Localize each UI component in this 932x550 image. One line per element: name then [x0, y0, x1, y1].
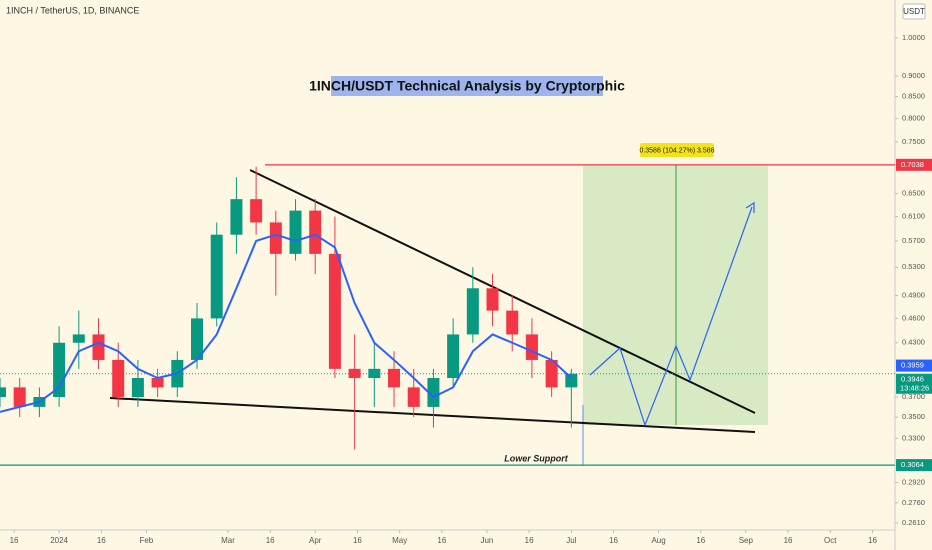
x-tick-label: 16 — [353, 536, 362, 545]
x-tick-label: Mar — [221, 536, 235, 545]
candle-body — [407, 387, 420, 407]
chart-title: 1INCH/USDT Technical Analysis by Cryptor… — [309, 78, 625, 94]
price-label-box — [896, 459, 932, 472]
candle-body — [131, 377, 144, 398]
y-tick-label: 0.2920 — [902, 477, 925, 486]
y-tick-label: 0.3500 — [902, 412, 925, 421]
y-tick-label: 0.7500 — [902, 137, 925, 146]
candle-body — [13, 387, 26, 407]
target-label: 0.3586 (104.27%) 3.586 — [639, 147, 714, 154]
x-tick-label: Feb — [139, 536, 153, 545]
x-tick-label: Oct — [824, 536, 837, 545]
candle-body — [112, 359, 125, 398]
x-tick-label: 2024 — [50, 536, 68, 545]
y-tick-label: 0.5700 — [902, 236, 925, 245]
candle-body — [545, 359, 558, 388]
candle-body — [466, 288, 479, 335]
price-label-box — [896, 158, 932, 171]
x-tick-label: 16 — [525, 536, 534, 545]
x-tick-label: Apr — [309, 536, 322, 545]
support-trendline — [109, 397, 756, 433]
projection-arrowhead — [745, 201, 755, 213]
x-tick-label: 16 — [266, 536, 275, 545]
x-tick-label: 16 — [10, 536, 19, 545]
candle-body — [388, 368, 401, 388]
y-tick-label: 0.6500 — [902, 189, 925, 198]
candle-body — [269, 222, 282, 254]
price-label-box — [896, 359, 932, 372]
x-tick-label: 16 — [868, 536, 877, 545]
candle-body — [191, 318, 204, 360]
y-tick-label: 0.4600 — [902, 313, 925, 322]
resistance-trendline — [249, 169, 756, 414]
candle-body — [368, 368, 381, 378]
candle-body — [486, 288, 499, 311]
candle-body — [230, 199, 243, 235]
price-label: 0.3946 — [901, 375, 924, 384]
candle-body — [72, 334, 85, 343]
x-tick-label: May — [392, 536, 407, 545]
x-tick-label: 16 — [784, 536, 793, 545]
y-tick-label: 0.9000 — [902, 71, 925, 80]
currency: USDT — [903, 7, 925, 16]
candle-body — [525, 334, 538, 360]
y-tick-label: 0.8500 — [902, 92, 925, 101]
y-tick-label: 0.3300 — [902, 433, 925, 442]
candle-body — [92, 334, 105, 360]
target-label-box — [640, 143, 714, 157]
y-tick-label: 0.8000 — [902, 114, 925, 123]
candle-body — [250, 199, 263, 223]
candle-body — [328, 253, 341, 369]
x-tick-label: Sep — [739, 536, 754, 545]
candle-body — [309, 210, 322, 254]
support-label: Lower Support — [504, 453, 568, 463]
moving-average — [0, 233, 573, 413]
candle-body — [0, 387, 6, 398]
price-label: 0.3064 — [901, 460, 924, 469]
candle-body — [506, 310, 519, 335]
x-tick-label: 16 — [97, 536, 106, 545]
candle-body — [151, 377, 164, 388]
y-tick-label: 0.6100 — [902, 211, 925, 220]
y-tick-label: 0.2610 — [902, 518, 925, 527]
y-tick-label: 0.4900 — [902, 291, 925, 300]
price-label: 0.7038 — [901, 160, 924, 169]
candle-body — [427, 377, 440, 407]
candle-body — [289, 210, 302, 254]
title-box — [331, 76, 603, 96]
y-tick-label: 1.0000 — [902, 33, 925, 42]
candle-body — [565, 373, 578, 388]
price-label-box — [896, 373, 932, 394]
y-tick-label: 0.2760 — [902, 498, 925, 507]
header: 1INCH / TetherUS, 1D, BINANCE — [6, 5, 139, 15]
y-tick-label: 0.4300 — [902, 338, 925, 347]
candle-body — [447, 334, 460, 378]
y-tick-label: 0.3700 — [902, 392, 925, 401]
currency-box — [902, 3, 926, 20]
price-label: 0.3959 — [901, 361, 924, 370]
candle-body — [210, 234, 223, 319]
x-tick-label: 16 — [696, 536, 705, 545]
x-tick-label: Jul — [566, 536, 576, 545]
candle-body — [53, 342, 66, 398]
x-tick-label: Jun — [480, 536, 493, 545]
candle-body — [348, 368, 361, 378]
x-tick-label: 16 — [437, 536, 446, 545]
y-tick-label: 0.5300 — [902, 262, 925, 271]
projection-path — [589, 206, 753, 427]
x-tick-label: 16 — [609, 536, 618, 545]
x-tick-label: Aug — [651, 536, 665, 545]
countdown: 13:48:26 — [900, 384, 929, 393]
